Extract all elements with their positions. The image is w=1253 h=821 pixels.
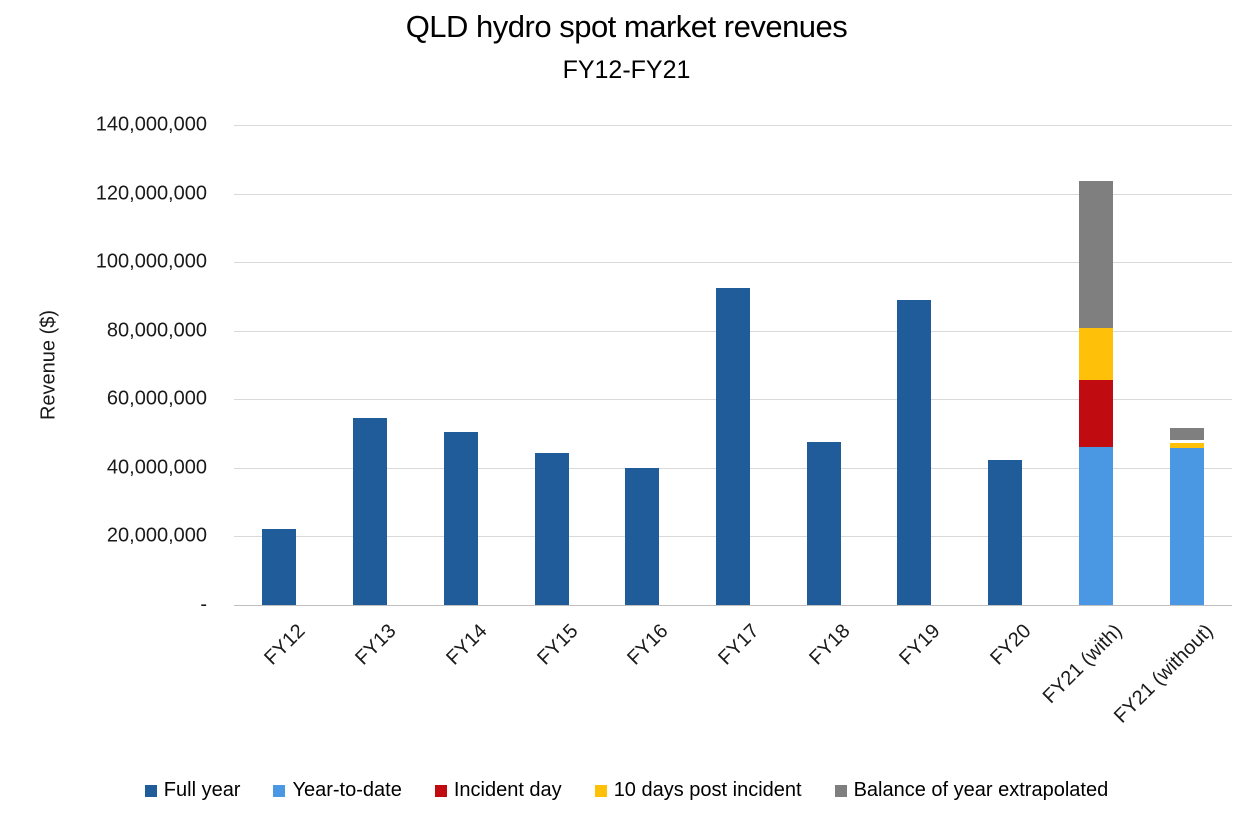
legend-item: Balance of year extrapolated	[834, 779, 1109, 802]
gridline	[234, 193, 1232, 195]
legend-label: 10 days post incident	[613, 779, 802, 801]
bar-segment-balance-of-year-extrapolated	[1169, 428, 1204, 441]
y-tick-label: 20,000,000	[106, 524, 207, 547]
bar-segment-full-year	[353, 418, 388, 605]
legend-label: Full year	[163, 779, 241, 801]
bar-segment-year-to-date	[1078, 447, 1113, 605]
chart-title: QLD hydro spot market revenues	[405, 9, 848, 44]
y-tick-label: 100,000,000	[95, 250, 207, 273]
legend-item: Full year	[144, 779, 241, 802]
x-tick-label: FY17	[714, 620, 764, 670]
legend-item: Incident day	[434, 779, 562, 802]
y-tick-label: -	[200, 593, 207, 616]
bar-segment-full-year	[897, 300, 932, 605]
gridline	[234, 125, 1232, 126]
bar-segment-white-gap	[1169, 440, 1204, 444]
bar-segment-incident-day	[1078, 380, 1113, 448]
chart-subtitle: FY12-FY21	[562, 56, 691, 84]
bar-segment-full-year	[806, 442, 841, 605]
legend-item: 10 days post incident	[594, 779, 802, 802]
y-tick-label: 80,000,000	[106, 319, 207, 342]
bar-segment-10-days-post-incident	[1169, 443, 1204, 449]
legend-label: Incident day	[453, 779, 562, 801]
legend-swatch-icon	[594, 784, 607, 797]
y-tick-label: 140,000,000	[95, 113, 207, 136]
y-tick-label: 40,000,000	[106, 456, 207, 479]
x-tick-label: FY16	[623, 620, 673, 670]
legend-label: Balance of year extrapolated	[853, 779, 1109, 801]
bar-segment-full-year	[988, 459, 1023, 605]
legend: Full year Year-to-date Incident day 10 days…	[0, 779, 1253, 802]
x-tick-label: FY15	[532, 620, 583, 670]
x-tick-label: FY12	[260, 620, 310, 670]
legend-swatch-icon	[834, 784, 847, 797]
bar-segment-full-year	[534, 453, 569, 605]
y-axis-title: Revenue ($)	[37, 309, 60, 421]
bar-segment-10-days-post-incident	[1078, 327, 1113, 381]
legend-item: Year-to-date	[273, 779, 402, 802]
x-axis-line	[234, 605, 1232, 606]
x-tick-label: FY13	[351, 620, 401, 670]
x-tick-label: FY21 (with)	[1038, 620, 1127, 708]
y-tick-label: 120,000,000	[95, 182, 207, 205]
legend-label: Year-to-date	[292, 779, 402, 801]
x-tick-label: FY18	[804, 620, 855, 670]
x-tick-label: FY21 (without)	[1109, 620, 1218, 728]
bar-segment-balance-of-year-extrapolated	[1078, 180, 1113, 328]
legend-swatch-icon	[434, 784, 447, 797]
bar-segment-full-year	[716, 288, 750, 605]
legend-swatch-icon	[273, 784, 286, 797]
bar-segment-full-year	[443, 432, 478, 605]
gridline	[234, 262, 1232, 264]
bar-segment-full-year	[625, 468, 660, 605]
x-tick-label: FY20	[986, 620, 1036, 670]
x-tick-label: FY19	[895, 620, 946, 670]
legend-swatch-icon	[144, 784, 157, 797]
bar-segment-full-year	[262, 528, 297, 605]
plot-area	[234, 125, 1232, 605]
x-tick-label: FY14	[442, 620, 492, 670]
y-tick-label: 60,000,000	[106, 387, 207, 410]
bar-segment-year-to-date	[1169, 448, 1204, 605]
